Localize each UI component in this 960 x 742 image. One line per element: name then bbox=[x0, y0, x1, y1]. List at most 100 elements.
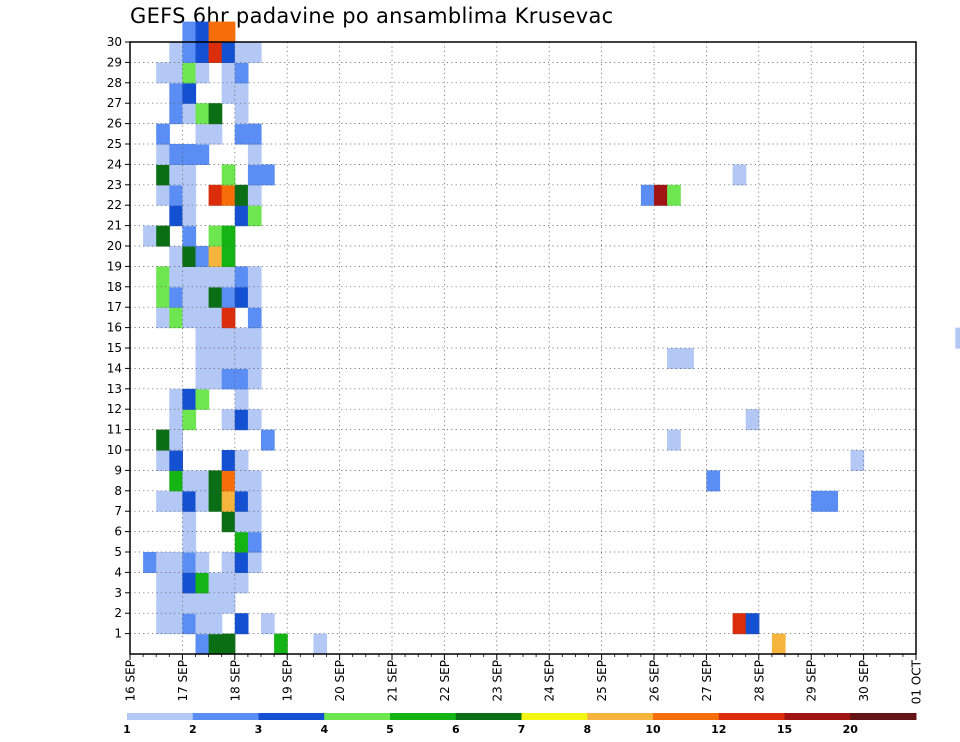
heatmap-cell bbox=[221, 450, 236, 471]
y-tick-label: 4 bbox=[114, 565, 122, 579]
heatmap-cell bbox=[169, 450, 183, 471]
heatmap-cell bbox=[182, 490, 197, 512]
heatmap-cell bbox=[208, 42, 223, 63]
heatmap-cell bbox=[811, 490, 825, 512]
x-tick-label: 25 SEP bbox=[595, 660, 609, 702]
heatmap-cell bbox=[234, 184, 249, 206]
heatmap-cell bbox=[169, 286, 183, 308]
colorbar-segment bbox=[258, 713, 325, 720]
heatmap-cell bbox=[195, 388, 210, 410]
heatmap-cell bbox=[955, 327, 960, 349]
heatmap-cell bbox=[221, 552, 236, 573]
y-tick-label: 26 bbox=[107, 117, 122, 131]
heatmap-cell bbox=[247, 286, 262, 308]
heatmap-cell bbox=[182, 572, 197, 594]
heatmap-cell bbox=[182, 266, 197, 288]
heatmap-cell bbox=[745, 613, 760, 635]
heatmap-cell bbox=[234, 42, 249, 63]
heatmap-cell bbox=[156, 552, 170, 573]
colorbar-segment bbox=[324, 713, 391, 720]
heatmap-cell bbox=[208, 490, 223, 512]
y-tick-label: 27 bbox=[107, 96, 122, 110]
y-tick-label: 18 bbox=[107, 280, 122, 294]
x-tick-label: 16 SEP bbox=[124, 660, 138, 702]
heatmap-cell bbox=[771, 633, 786, 655]
heatmap-cell bbox=[208, 348, 223, 369]
heatmap-cell bbox=[169, 42, 183, 63]
heatmap-cell bbox=[247, 266, 262, 288]
heatmap-cell bbox=[156, 613, 170, 635]
heatmap-cell bbox=[208, 21, 223, 43]
heatmap-cell bbox=[169, 490, 183, 512]
y-tick-label: 21 bbox=[107, 219, 122, 233]
heatmap-cell bbox=[156, 225, 170, 247]
y-tick-label: 16 bbox=[107, 321, 122, 335]
x-tick-label: 29 SEP bbox=[805, 660, 819, 702]
heatmap-cell bbox=[195, 62, 210, 84]
heatmap-cell bbox=[143, 552, 157, 573]
heatmap-cell bbox=[234, 205, 249, 227]
y-tick-label: 13 bbox=[107, 382, 122, 396]
grid-lines bbox=[130, 42, 916, 654]
heatmap-cell bbox=[195, 552, 210, 573]
heatmap-cell bbox=[208, 266, 223, 288]
heatmap-cell bbox=[234, 470, 249, 492]
colorbar-segment bbox=[390, 713, 457, 720]
heatmap-cell bbox=[169, 246, 183, 267]
heatmap-cell bbox=[247, 144, 262, 165]
x-tick-label: 20 SEP bbox=[333, 660, 347, 702]
colorbar-segment bbox=[718, 713, 785, 720]
heatmap-cell bbox=[247, 368, 262, 390]
heatmap-cell bbox=[169, 613, 183, 635]
heatmap-cell bbox=[195, 21, 210, 43]
x-tick-label: 27 SEP bbox=[700, 660, 714, 702]
heatmap-cell bbox=[680, 348, 694, 369]
heatmap-cell bbox=[234, 327, 249, 349]
heatmap-cell bbox=[156, 572, 170, 594]
colorbar-segment bbox=[455, 713, 522, 720]
heatmap-cell bbox=[247, 42, 262, 63]
heatmap-cell bbox=[234, 123, 249, 145]
heatmap-cell bbox=[143, 225, 157, 247]
heatmap-cell bbox=[221, 62, 236, 84]
heatmap-cell bbox=[221, 327, 236, 349]
colorbar-label: 12 bbox=[711, 723, 726, 736]
colorbar-segment bbox=[587, 713, 654, 720]
y-tick-label: 15 bbox=[107, 341, 122, 355]
heatmap-cell bbox=[182, 62, 197, 84]
heatmap-cell bbox=[208, 592, 223, 614]
heatmap-cell bbox=[208, 123, 223, 145]
heatmap-cell bbox=[208, 246, 223, 267]
heatmap-cell bbox=[169, 409, 183, 431]
y-tick-label: 28 bbox=[107, 76, 122, 90]
x-axis: 16 SEP 17 SEP 18 SEP 19 SEP 20 SEP 21 SEP 22 S… bbox=[124, 654, 924, 704]
heatmap-cell bbox=[654, 184, 668, 206]
heatmap-cell bbox=[234, 348, 249, 369]
colorbar-label: 7 bbox=[518, 723, 526, 736]
heatmap-cell bbox=[208, 633, 223, 655]
y-tick-label: 10 bbox=[107, 443, 122, 457]
heatmap-cell bbox=[182, 531, 197, 553]
colorbar-label: 8 bbox=[583, 723, 591, 736]
y-tick-label: 11 bbox=[107, 423, 122, 437]
heatmap-cell bbox=[169, 429, 183, 451]
heatmap-cell bbox=[221, 225, 236, 247]
heatmap-cell bbox=[169, 552, 183, 573]
x-tick-label: 22 SEP bbox=[438, 660, 452, 702]
heatmap-cell bbox=[195, 633, 210, 655]
heatmap-cell bbox=[234, 409, 249, 431]
heatmap-cell bbox=[208, 613, 223, 635]
heatmap-cell bbox=[247, 327, 262, 349]
heatmap-cell bbox=[221, 82, 236, 104]
heatmap-cell bbox=[169, 144, 183, 165]
x-tick-label: 21 SEP bbox=[386, 660, 400, 702]
heatmap-cell bbox=[221, 184, 236, 206]
heatmap-cell bbox=[169, 164, 183, 186]
heatmap-cell bbox=[667, 184, 681, 206]
heatmap-cell bbox=[221, 164, 236, 186]
heatmap-cell bbox=[169, 572, 183, 594]
heatmap-cell bbox=[221, 368, 236, 390]
colorbar-segment bbox=[784, 713, 851, 720]
colorbar-segment bbox=[653, 713, 720, 720]
heatmap-cell bbox=[221, 246, 236, 267]
